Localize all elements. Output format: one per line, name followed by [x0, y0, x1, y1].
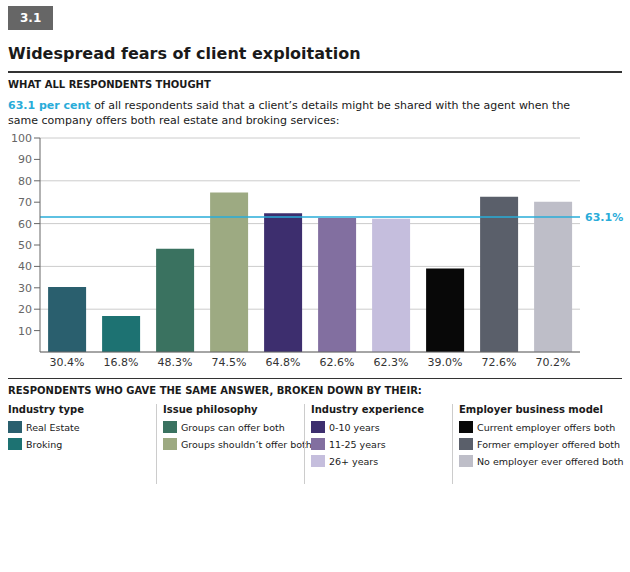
- html-text:Industry experience: Industry experience: [311, 404, 424, 415]
- html-text:Groups can offer both: Groups can offer both: [181, 421, 285, 433]
- svg-text:62.6%: 62.6%: [320, 356, 355, 369]
- svg-text:16.8%: 16.8%: [104, 356, 139, 369]
- svg-text:80: 80: [18, 175, 32, 188]
- html-text:Issue philosophy: Issue philosophy: [163, 404, 258, 415]
- html-text:0-10 years: 0-10 years: [329, 421, 380, 433]
- svg-text:20: 20: [18, 303, 32, 316]
- html-text:No employer ever offered both: No employer ever offered both: [477, 455, 624, 467]
- svg-text:62.3%: 62.3%: [374, 356, 409, 369]
- html-text:same company offers both real: same company offers both real estate and…: [8, 114, 340, 127]
- html-text:Real Estate: Real Estate: [26, 421, 80, 433]
- html-text:Groups shouldn’t offer both: Groups shouldn’t offer both: [181, 438, 312, 450]
- html-text:Employer business model: Employer business model: [459, 404, 603, 415]
- html-text:Widespread fears of client exp: Widespread fears of client exploitation: [8, 44, 361, 63]
- svg-text:39.0%: 39.0%: [428, 356, 463, 369]
- svg-text:30.4%: 30.4%: [50, 356, 85, 369]
- html-text:Current employer offers both: Current employer offers both: [477, 421, 616, 433]
- svg-text:60: 60: [18, 218, 32, 231]
- html-text:Former employer offered both: Former employer offered both: [477, 438, 621, 450]
- html-text:RESPONDENTS WHO GAVE THE SAME: RESPONDENTS WHO GAVE THE SAME ANSWER, BR…: [8, 385, 422, 396]
- svg-text:63.1%: 63.1%: [585, 211, 622, 224]
- svg-text:10: 10: [18, 325, 32, 338]
- svg-text:30: 30: [18, 282, 32, 295]
- svg-text:48.3%: 48.3%: [158, 356, 193, 369]
- html-text:Broking: Broking: [26, 438, 63, 450]
- svg-text:50: 50: [18, 239, 32, 252]
- html-text:11-25 years: 11-25 years: [329, 438, 386, 450]
- svg-text:100: 100: [11, 132, 32, 145]
- svg-text:72.6%: 72.6%: [482, 356, 517, 369]
- svg-text:70: 70: [18, 196, 32, 209]
- svg-text:64.8%: 64.8%: [266, 356, 301, 369]
- svg-text:90: 90: [18, 153, 32, 166]
- html-text:WHAT ALL RESPONDENTS THOUGHT: WHAT ALL RESPONDENTS THOUGHT: [8, 79, 211, 90]
- html-text:3.1: 3.1: [20, 11, 42, 25]
- svg-text:70.2%: 70.2%: [536, 356, 571, 369]
- html-text:Industry type: Industry type: [8, 404, 84, 415]
- svg-text:74.5%: 74.5%: [212, 356, 247, 369]
- html-text:26+ years: 26+ years: [329, 455, 379, 467]
- html-text:63.1 per cent of all responden: 63.1 per cent of all respondents said th…: [8, 99, 571, 112]
- svg-text:40: 40: [18, 260, 32, 273]
